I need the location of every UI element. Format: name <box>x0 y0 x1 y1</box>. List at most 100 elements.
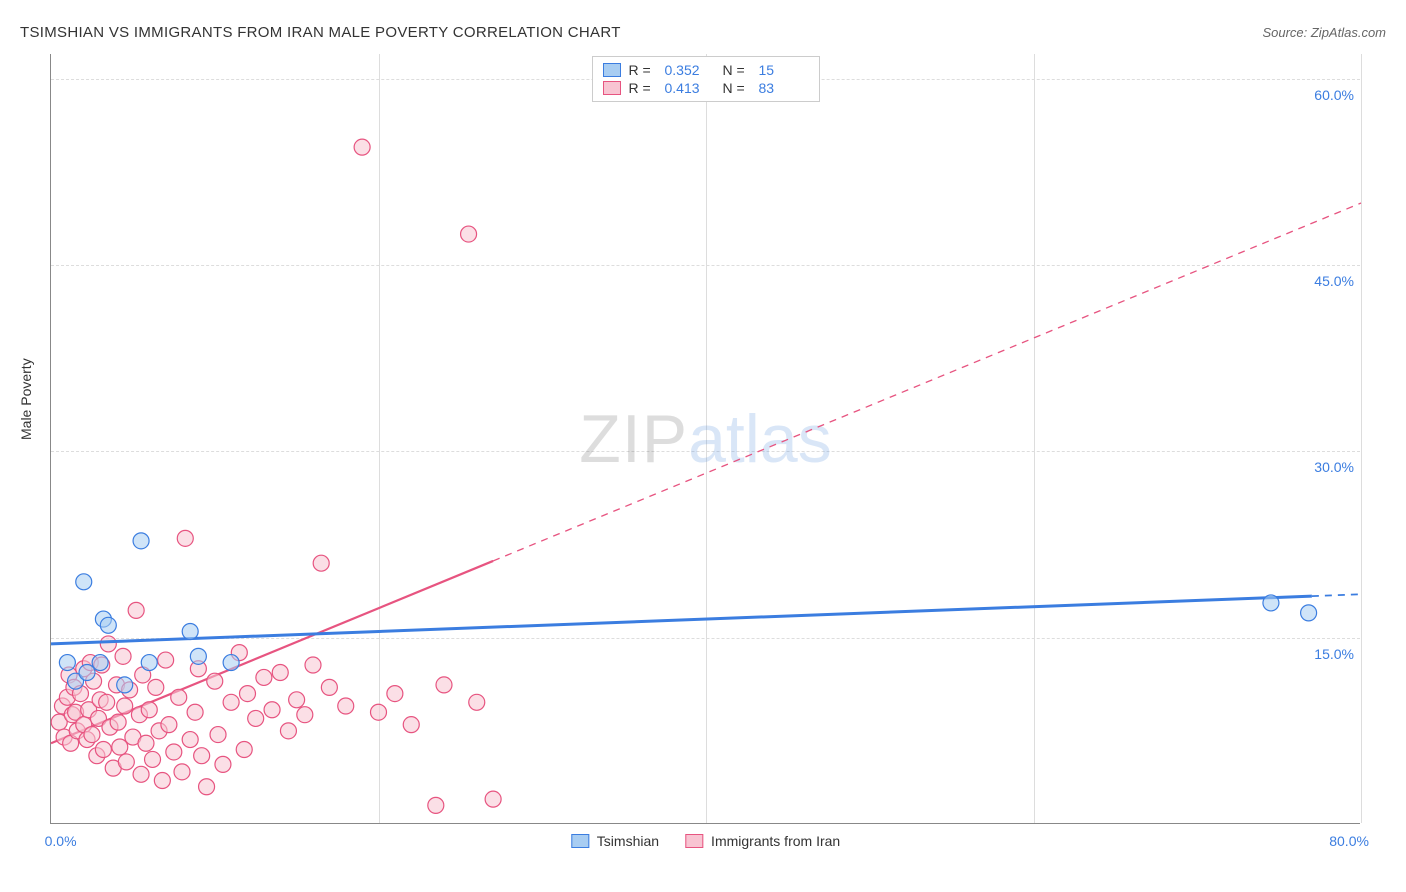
scatter-point <box>118 754 134 770</box>
scatter-point <box>199 779 215 795</box>
scatter-point <box>223 694 239 710</box>
scatter-point <box>76 574 92 590</box>
scatter-point <box>100 617 116 633</box>
trend-line-solid <box>51 596 1312 644</box>
scatter-point <box>256 669 272 685</box>
scatter-point <box>100 636 116 652</box>
scatter-point <box>115 648 131 664</box>
scatter-point <box>272 664 288 680</box>
scatter-point <box>194 748 210 764</box>
scatter-point <box>154 773 170 789</box>
y-tick-label: 60.0% <box>1314 87 1354 103</box>
scatter-point <box>187 704 203 720</box>
scatter-point <box>371 704 387 720</box>
legend-r-value: 0.413 <box>665 80 715 96</box>
scatter-point <box>117 677 133 693</box>
scatter-point <box>166 744 182 760</box>
scatter-point <box>79 664 95 680</box>
scatter-point <box>141 655 157 671</box>
scatter-point <box>1301 605 1317 621</box>
x-tick-label: 80.0% <box>1329 833 1369 849</box>
legend-n-label: N = <box>723 80 751 96</box>
y-tick-label: 30.0% <box>1314 459 1354 475</box>
scatter-point <box>297 707 313 723</box>
legend-series-item: Tsimshian <box>571 833 659 849</box>
scatter-point <box>112 739 128 755</box>
scatter-point <box>148 679 164 695</box>
scatter-point <box>171 689 187 705</box>
legend-n-label: N = <box>723 62 751 78</box>
legend-swatch <box>603 63 621 77</box>
scatter-point <box>95 741 111 757</box>
scatter-point <box>84 727 100 743</box>
scatter-point <box>174 764 190 780</box>
scatter-point <box>59 655 75 671</box>
legend-stats-row: R = 0.352 N = 15 <box>603 61 809 79</box>
y-axis-label: Male Poverty <box>18 358 34 440</box>
scatter-point <box>190 648 206 664</box>
legend-stats-row: R = 0.413 N = 83 <box>603 79 809 97</box>
legend-r-label: R = <box>629 62 657 78</box>
scatter-point <box>117 698 133 714</box>
scatter-point <box>428 797 444 813</box>
scatter-point <box>305 657 321 673</box>
legend-r-value: 0.352 <box>665 62 715 78</box>
scatter-point <box>177 530 193 546</box>
trend-line-dashed <box>493 203 1361 561</box>
grid-line-vertical <box>1361 54 1362 823</box>
scatter-point <box>280 723 296 739</box>
scatter-point <box>215 756 231 772</box>
scatter-point <box>264 702 280 718</box>
legend-n-value: 15 <box>759 62 809 78</box>
x-tick-label: 0.0% <box>45 833 77 849</box>
title-bar: TSIMSHIAN VS IMMIGRANTS FROM IRAN MALE P… <box>20 24 1386 41</box>
source-attribution: Source: ZipAtlas.com <box>1262 25 1386 40</box>
scatter-point <box>485 791 501 807</box>
scatter-point <box>321 679 337 695</box>
legend-series: Tsimshian Immigrants from Iran <box>571 833 840 849</box>
scatter-point <box>110 714 126 730</box>
scatter-point <box>1263 595 1279 611</box>
chart-svg <box>51 54 1360 823</box>
trend-line-dashed <box>1312 594 1361 596</box>
scatter-point <box>354 139 370 155</box>
scatter-point <box>223 655 239 671</box>
scatter-point <box>240 686 256 702</box>
scatter-point <box>145 751 161 767</box>
scatter-point <box>338 698 354 714</box>
scatter-point <box>128 602 144 618</box>
scatter-point <box>133 533 149 549</box>
scatter-point <box>403 717 419 733</box>
scatter-point <box>387 686 403 702</box>
scatter-point <box>138 735 154 751</box>
scatter-point <box>210 727 226 743</box>
scatter-point <box>289 692 305 708</box>
scatter-point <box>207 673 223 689</box>
scatter-point <box>182 624 198 640</box>
scatter-point <box>469 694 485 710</box>
legend-n-value: 83 <box>759 80 809 96</box>
plot-area: ZIPatlas R =0.352N =15R =0.413N =83 Tsim… <box>50 54 1360 824</box>
legend-swatch <box>685 834 703 848</box>
legend-stats: R = 0.352 N = 15 R = 0.413 N = 83 <box>592 56 820 102</box>
legend-r-label: R = <box>629 80 657 96</box>
y-tick-label: 15.0% <box>1314 646 1354 662</box>
scatter-point <box>436 677 452 693</box>
scatter-point <box>158 652 174 668</box>
scatter-point <box>161 717 177 733</box>
scatter-point <box>313 555 329 571</box>
scatter-point <box>141 702 157 718</box>
legend-series-label: Immigrants from Iran <box>711 833 840 849</box>
legend-swatch <box>571 834 589 848</box>
scatter-point <box>461 226 477 242</box>
scatter-point <box>92 655 108 671</box>
legend-swatch <box>603 81 621 95</box>
y-tick-label: 45.0% <box>1314 273 1354 289</box>
chart-title: TSIMSHIAN VS IMMIGRANTS FROM IRAN MALE P… <box>20 24 621 41</box>
scatter-point <box>182 732 198 748</box>
legend-series-label: Tsimshian <box>597 833 659 849</box>
scatter-point <box>133 766 149 782</box>
legend-series-item: Immigrants from Iran <box>685 833 840 849</box>
scatter-point <box>236 741 252 757</box>
scatter-point <box>248 710 264 726</box>
